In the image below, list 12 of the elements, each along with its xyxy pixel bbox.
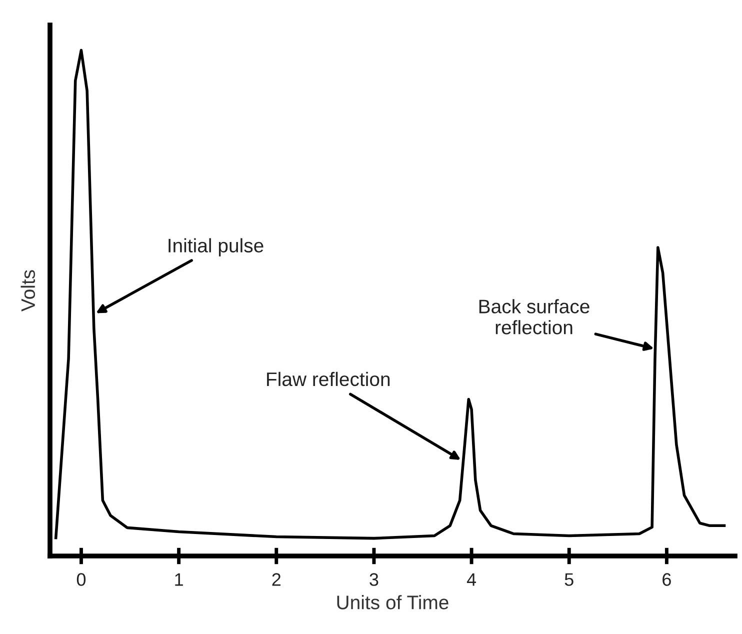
x-tick-label: 3: [370, 573, 378, 586]
annotation: Back surface reflection: [479, 299, 590, 334]
x-tick-label: 1: [175, 573, 183, 586]
x-tick-label: 6: [662, 573, 671, 586]
x-tick-label: 4: [466, 573, 476, 586]
y-axis-title: Volts: [20, 270, 36, 312]
x-axis-title: Units of Time: [337, 595, 448, 610]
annotation: Flaw reflection: [267, 372, 390, 386]
x-tick-label: 0: [76, 573, 86, 586]
x-tick-label: 5: [564, 573, 574, 586]
annotation: Initial pulse: [168, 238, 264, 256]
x-tick-label: 2: [272, 573, 280, 586]
